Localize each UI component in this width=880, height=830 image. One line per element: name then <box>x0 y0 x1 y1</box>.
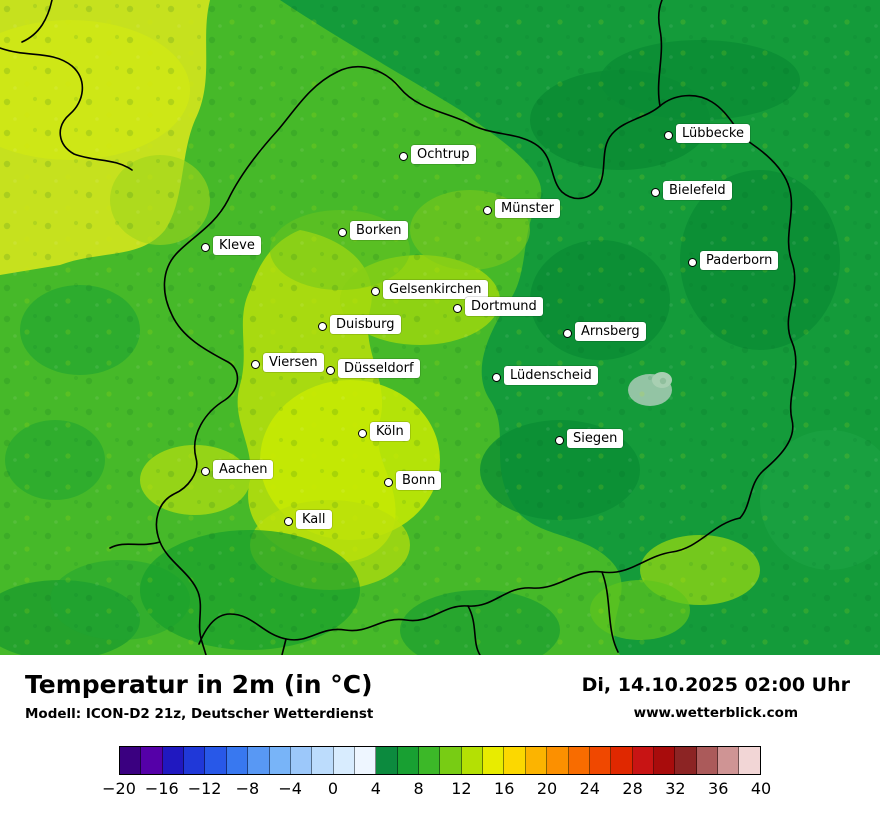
info-right: Di, 14.10.2025 02:00 Uhr www.wetterblick… <box>582 671 850 721</box>
city-label: Paderborn <box>700 251 779 270</box>
city-dot <box>492 373 501 382</box>
map-area: Lübbecke Bielefeld Ochtrup Münster Borken Kle… <box>0 0 880 655</box>
city-dot <box>453 304 462 313</box>
legend-cell <box>589 746 612 774</box>
city-label: Viersen <box>263 353 324 372</box>
city-dot <box>338 228 347 237</box>
city-label: Kall <box>296 510 332 529</box>
city-label: Bonn <box>396 471 442 490</box>
legend-cell <box>184 746 206 774</box>
city-label: Lüdenscheid <box>504 366 598 385</box>
legend-tick: 40 <box>750 778 772 798</box>
city-dot <box>555 436 564 445</box>
legend-cell <box>632 746 654 774</box>
legend-cell <box>162 746 185 774</box>
legend-cell <box>248 746 270 774</box>
city-dot <box>358 429 367 438</box>
legend-cell <box>696 746 719 774</box>
legend-cell <box>653 746 676 774</box>
city-label: Borken <box>350 221 408 240</box>
legend-cell <box>504 746 526 774</box>
info-left: Temperatur in 2m (in °C) Modell: ICON-D2… <box>25 671 373 722</box>
legend-cell <box>525 746 548 774</box>
map-datetime: Di, 14.10.2025 02:00 Uhr <box>581 674 850 696</box>
city-label: Siegen <box>567 429 624 448</box>
map-title: Temperatur in 2m (in °C) <box>25 670 373 699</box>
city-label: Lübbecke <box>676 124 750 143</box>
city-dot <box>688 258 697 267</box>
legend-tick-labels: −20 −16 −12 −8 −4 0 4 8 12 16 20 24 28 32 36 40 <box>102 778 771 803</box>
legend-tick: 16 <box>494 778 515 798</box>
city-label: Duisburg <box>330 315 401 334</box>
city-label: Münster <box>495 199 560 218</box>
city-dot <box>563 329 572 338</box>
legend-cell <box>120 746 142 774</box>
legend-cell <box>290 746 313 774</box>
legend-cell <box>611 746 633 774</box>
legend-cell <box>376 746 398 774</box>
legend-tick: 0 <box>327 778 339 798</box>
city-dot <box>399 152 408 161</box>
legend-tick: −16 <box>144 778 179 798</box>
legend-cell <box>205 746 227 774</box>
city-dot <box>284 517 293 526</box>
city-label: Düsseldorf <box>338 359 420 378</box>
city-dot <box>651 188 660 197</box>
legend-cell <box>312 746 334 774</box>
legend-tick: 32 <box>665 778 686 798</box>
city-label: Gelsenkirchen <box>383 280 488 299</box>
temperature-map <box>0 0 880 655</box>
legend-tick: 28 <box>622 778 643 798</box>
legend-tick: 36 <box>708 778 729 798</box>
legend-tick: 4 <box>370 778 381 798</box>
map-model-label: Modell: ICON-D2 21z, Deutscher Wetterdie… <box>25 705 374 722</box>
legend-cell <box>397 746 420 774</box>
legend-tick: 24 <box>579 778 600 798</box>
legend-tick: 20 <box>536 778 558 798</box>
city-dot <box>483 206 492 215</box>
city-label: Dortmund <box>465 297 543 316</box>
city-label: Kleve <box>213 236 261 255</box>
city-dot <box>326 366 335 375</box>
legend-tick: −4 <box>278 778 302 798</box>
city-dot <box>318 322 327 331</box>
city-dot <box>384 478 393 487</box>
legend-cell <box>440 746 462 774</box>
temperature-legend: −20 −16 −12 −8 −4 0 4 8 12 16 20 24 28 32 36 40 <box>102 745 771 803</box>
legend-tick: 12 <box>451 778 472 798</box>
info-bar: Temperatur in 2m (in °C) Modell: ICON-D2… <box>0 655 880 722</box>
legend-cell <box>141 746 163 774</box>
city-label: Arnsberg <box>575 322 646 341</box>
legend-cell <box>718 746 740 774</box>
legend-cell <box>739 746 760 774</box>
legend-tick: −8 <box>235 778 260 798</box>
city-dot <box>371 287 380 296</box>
city-label: Ochtrup <box>411 145 476 164</box>
legend-cell <box>419 746 441 774</box>
city-label: Aachen <box>213 460 274 479</box>
legend-cell <box>269 746 291 774</box>
city-label: Köln <box>370 422 410 441</box>
city-dot <box>664 131 673 140</box>
city-dot <box>201 243 210 252</box>
city-dot <box>251 360 260 369</box>
legend-cell <box>226 746 249 774</box>
legend-cell <box>354 746 377 774</box>
legend-color-bar <box>119 745 761 775</box>
legend-cell <box>568 746 590 774</box>
website-link[interactable]: www.wetterblick.com <box>633 705 799 721</box>
legend-cell <box>483 746 505 774</box>
legend-cell <box>333 746 355 774</box>
legend-tick: −12 <box>187 778 222 798</box>
legend-cell <box>461 746 484 774</box>
legend-cell <box>547 746 569 774</box>
legend-cell <box>675 746 697 774</box>
legend-tick: 8 <box>413 778 424 798</box>
city-dot <box>201 467 210 476</box>
legend-tick: −20 <box>102 778 136 798</box>
city-label: Bielefeld <box>663 181 732 200</box>
